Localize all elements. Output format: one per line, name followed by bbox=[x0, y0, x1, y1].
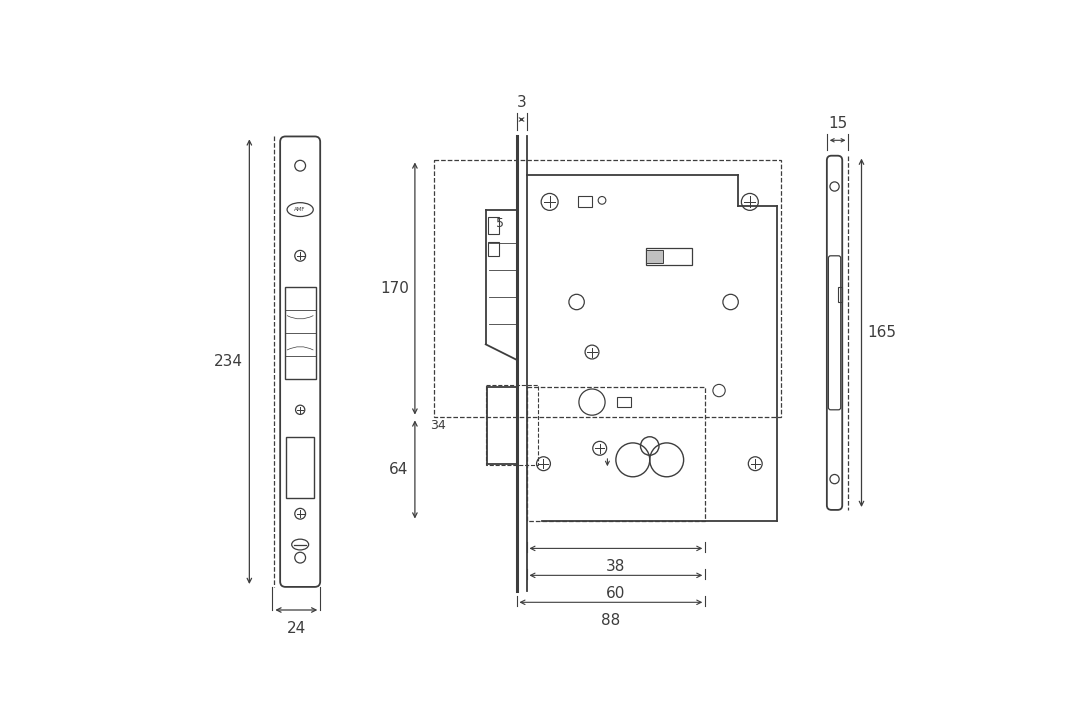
Bar bbox=[646, 250, 663, 264]
Text: 38: 38 bbox=[606, 559, 625, 574]
Bar bbox=[486, 385, 538, 465]
Bar bbox=[527, 387, 705, 521]
Text: 15: 15 bbox=[828, 116, 847, 131]
Text: 24: 24 bbox=[286, 621, 306, 636]
Text: 64: 64 bbox=[390, 462, 408, 477]
Bar bbox=[646, 248, 692, 265]
Bar bbox=[488, 217, 499, 234]
Text: AMF: AMF bbox=[295, 207, 306, 212]
Text: 60: 60 bbox=[606, 586, 625, 601]
Text: 3: 3 bbox=[516, 95, 526, 110]
Bar bbox=[618, 397, 632, 407]
Bar bbox=[578, 196, 592, 207]
Text: 5: 5 bbox=[496, 217, 504, 230]
Text: 170: 170 bbox=[380, 281, 408, 296]
Bar bbox=[488, 242, 499, 256]
Bar bbox=[285, 287, 315, 379]
Text: 88: 88 bbox=[602, 613, 621, 628]
Bar bbox=[286, 437, 314, 498]
Text: 234: 234 bbox=[214, 354, 243, 369]
Bar bbox=[434, 160, 781, 418]
Text: 165: 165 bbox=[867, 325, 896, 341]
Text: 34: 34 bbox=[430, 419, 446, 432]
Bar bbox=[487, 387, 516, 464]
Bar bbox=[838, 287, 842, 302]
